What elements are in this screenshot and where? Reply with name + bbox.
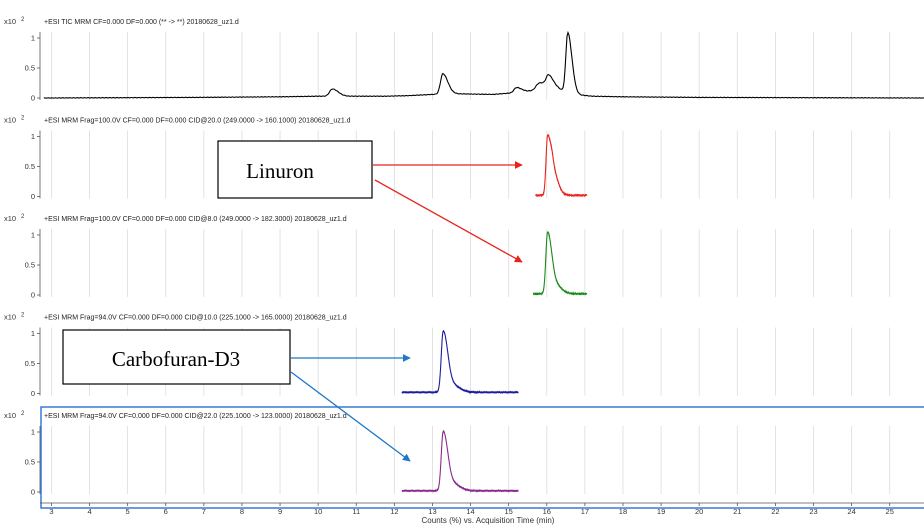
y-scale-exponent: 2 bbox=[21, 214, 25, 220]
y-scale-exponent: 2 bbox=[21, 17, 25, 23]
panel-header: +ESI MRM Frag=94.0V CF=0.000 DF=0.000 CI… bbox=[44, 315, 347, 322]
y-tick-label: 0.5 bbox=[25, 261, 35, 270]
x-tick-label: 11 bbox=[352, 507, 360, 516]
x-tick-label: 19 bbox=[657, 507, 665, 516]
x-tick-label: 6 bbox=[164, 507, 168, 516]
y-scale-exponent: 2 bbox=[21, 313, 25, 319]
annotation-carbofuran: Carbofuran-D3 bbox=[62, 329, 411, 462]
y-tick-label: 0 bbox=[31, 291, 35, 300]
panel-header: +ESI MRM Frag=100.0V CF=0.000 DF=0.000 C… bbox=[44, 216, 347, 223]
y-tick-label: 0 bbox=[31, 94, 35, 103]
x-tick-label: 14 bbox=[466, 507, 474, 516]
y-scale-label: x10 bbox=[4, 313, 16, 322]
chart-panel: x10 2 +ESI TIC MRM CF=0.000 DF=0.000 (** -… bbox=[4, 17, 924, 103]
series-line bbox=[534, 133, 588, 198]
annotation-linuron-box bbox=[217, 140, 373, 199]
x-tick-label: 25 bbox=[886, 507, 894, 516]
x-tick-label: 18 bbox=[619, 507, 627, 516]
y-tick-label: 0 bbox=[31, 488, 35, 497]
chart-panel: x10 2 +ESI MRM Frag=100.0V CF=0.000 DF=0.0… bbox=[4, 116, 891, 201]
y-scale-label: x10 bbox=[4, 411, 16, 420]
x-tick-label: 5 bbox=[126, 507, 130, 516]
x-tick-label: 21 bbox=[733, 507, 741, 516]
y-tick-label: 0.5 bbox=[25, 64, 35, 73]
annotation-carbofuran-box bbox=[62, 329, 291, 385]
x-tick-label: 7 bbox=[202, 507, 206, 516]
y-tick-label: 0.5 bbox=[25, 359, 35, 368]
y-tick-label: 1 bbox=[31, 34, 35, 43]
selected-panel-frame bbox=[40, 406, 924, 509]
panel-header: +ESI TIC MRM CF=0.000 DF=0.000 (** -> **… bbox=[44, 19, 239, 26]
chart-panel: x10 2 +ESI MRM Frag=94.0V CF=0.000 DF=0.00… bbox=[4, 411, 891, 497]
x-tick-label: 20 bbox=[695, 507, 703, 516]
x-tick-label: 22 bbox=[771, 507, 779, 516]
x-tick-label: 16 bbox=[543, 507, 551, 516]
y-tick-label: 0 bbox=[31, 192, 35, 201]
x-tick-label: 13 bbox=[428, 507, 436, 516]
x-axis-title: Counts (%) vs. Acquisition Time (min) bbox=[422, 516, 555, 525]
y-scale-label: x10 bbox=[4, 17, 16, 26]
panels-layer: x10 2 +ESI TIC MRM CF=0.000 DF=0.000 (** -… bbox=[4, 17, 924, 509]
y-tick-label: 1 bbox=[31, 428, 35, 437]
y-scale-label: x10 bbox=[4, 116, 16, 125]
carbofuran-arrow-2 bbox=[290, 371, 411, 462]
y-tick-label: 0.5 bbox=[25, 162, 35, 171]
x-tick-label: 3 bbox=[49, 507, 53, 516]
linuron-arrow-2 bbox=[374, 179, 523, 263]
y-tick-label: 0 bbox=[31, 389, 35, 398]
series-line bbox=[401, 329, 519, 395]
y-tick-label: 1 bbox=[31, 329, 35, 338]
annotation-linuron: Linuron bbox=[217, 140, 523, 263]
y-scale-label: x10 bbox=[4, 214, 16, 223]
y-scale-exponent: 2 bbox=[21, 411, 25, 417]
annotation-carbofuran-label: Carbofuran-D3 bbox=[112, 347, 240, 371]
x-tick-label: 9 bbox=[278, 507, 282, 516]
chart-panel: x10 2 +ESI MRM Frag=100.0V CF=0.000 DF=0.0… bbox=[4, 214, 891, 300]
y-tick-label: 1 bbox=[31, 132, 35, 141]
y-tick-label: 1 bbox=[31, 231, 35, 240]
panel-header: +ESI MRM Frag=94.0V CF=0.000 DF=0.000 CI… bbox=[44, 413, 347, 420]
y-tick-label: 0.5 bbox=[25, 458, 35, 467]
series-line bbox=[43, 30, 924, 99]
x-tick-label: 17 bbox=[581, 507, 589, 516]
x-tick-label: 12 bbox=[390, 507, 398, 516]
x-tick-label: 24 bbox=[847, 507, 855, 516]
panel-header: +ESI MRM Frag=100.0V CF=0.000 DF=0.000 C… bbox=[44, 118, 351, 125]
x-tick-label: 4 bbox=[87, 507, 91, 516]
x-axis: 3 4 5 6 7 8 9 10 11 12 13 14 15 16 17 18 19 20 21 22 23 24 25 bbox=[40, 502, 924, 516]
series-line bbox=[401, 429, 519, 493]
x-tick-label: 15 bbox=[505, 507, 513, 516]
x-tick-label: 8 bbox=[240, 507, 244, 516]
x-tick-label: 10 bbox=[314, 507, 322, 516]
y-scale-exponent: 2 bbox=[21, 116, 25, 122]
annotation-linuron-label: Linuron bbox=[246, 159, 314, 183]
series-line bbox=[532, 230, 588, 296]
x-tick-label: 23 bbox=[809, 507, 817, 516]
